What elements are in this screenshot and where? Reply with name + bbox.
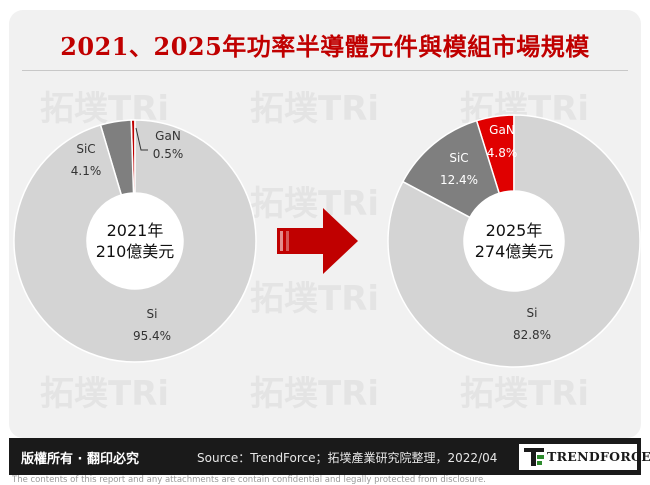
data-label: 4.1% (71, 164, 102, 178)
page-title: 2021、2025年功率半導體元件與模組市場規模 (60, 32, 590, 61)
arrow-shaft (277, 228, 323, 254)
center-year-label: 2025年 (486, 221, 543, 240)
svg-text:拓墣TRi: 拓墣TRi (40, 374, 169, 414)
category-label: SiC (449, 151, 468, 165)
arrow-stripe (286, 231, 289, 251)
data-label: 4.8% (487, 146, 518, 160)
slice-sic (401, 119, 501, 219)
category-label: Si (527, 306, 538, 320)
donut-chart-2: 2025年 274億美元 GaN 4.8% SiC 12.4% Si 82.8% (387, 114, 641, 368)
donut-hole (87, 193, 183, 289)
category-label: GaN (155, 129, 181, 143)
data-label: 82.8% (513, 328, 551, 342)
svg-text:拓墣TRi: 拓墣TRi (460, 374, 589, 414)
category-label: Si (147, 307, 158, 321)
trendforce-logo: TRENDFORCE (519, 444, 650, 470)
source-note: Source：TrendForce；拓墣產業研究院整理，2022/04 (197, 451, 498, 465)
arrow-stripe (280, 231, 283, 251)
trendforce-logo-icon (524, 448, 544, 466)
svg-text:拓墣TRi: 拓墣TRi (250, 89, 379, 129)
arrow-head (323, 208, 358, 274)
center-total-label: 274億美元 (475, 242, 554, 261)
data-label: 95.4% (133, 329, 171, 343)
data-label: 0.5% (153, 147, 184, 161)
trendforce-wordmark: TRENDFORCE (547, 449, 650, 464)
title-divider (22, 70, 628, 71)
donut-chart-1: 2021年 210億美元 GaN 0.5% SiC 4.1% Si 95.4% (13, 119, 257, 363)
copyright-notice: 版權所有 · 翻印必究 (21, 452, 139, 467)
donut-hole (464, 191, 564, 291)
data-label: 12.4% (440, 173, 478, 187)
svg-text:拓墣TRi: 拓墣TRi (250, 279, 379, 319)
svg-text:拓墣TRi: 拓墣TRi (250, 184, 379, 224)
category-label: GaN (489, 123, 515, 137)
svg-text:拓墣TRi: 拓墣TRi (250, 374, 379, 414)
category-label: SiC (76, 142, 95, 156)
center-total-label: 210億美元 (96, 242, 175, 261)
arrow (277, 208, 358, 274)
footer-bar: 版權所有 · 翻印必究 Source：TrendForce；拓墣產業研究院整理，… (9, 438, 650, 475)
center-year-label: 2021年 (107, 221, 164, 240)
disclaimer: The contents of this report and any atta… (12, 475, 486, 485)
leader-line (135, 127, 148, 151)
